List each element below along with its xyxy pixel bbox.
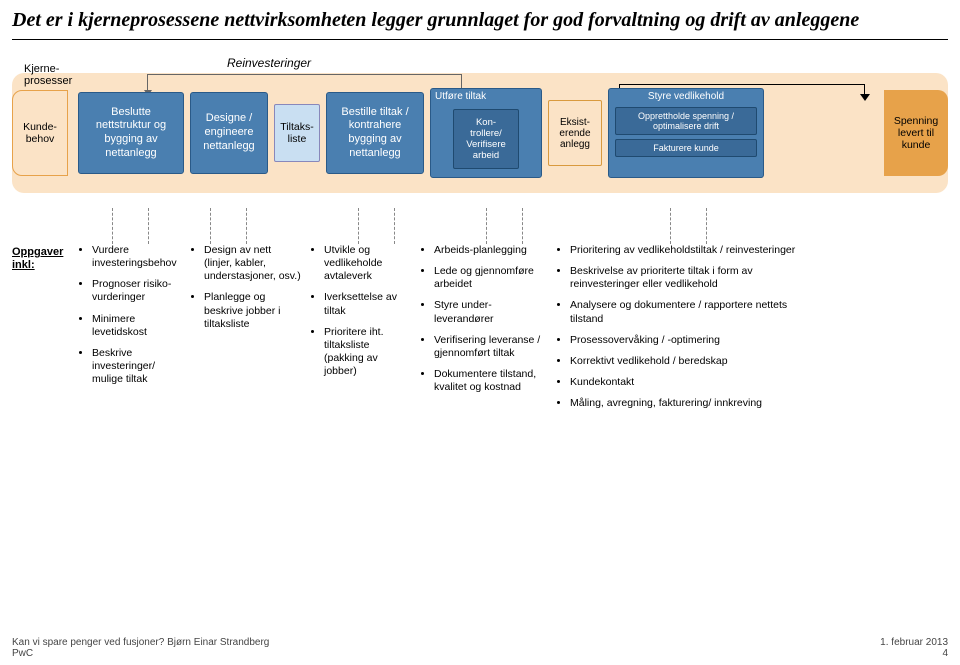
- left-cap-kundebehov: Kunde- behov: [12, 90, 68, 176]
- task-item: Styre under-leverandører: [434, 299, 548, 325]
- task-item: Arbeids-planlegging: [434, 244, 548, 257]
- vedlikehold-title: Styre vedlikehold: [609, 91, 763, 102]
- task-item: Planlegge og beskrive jobber i tiltaksli…: [204, 291, 302, 330]
- task-item: Prioritering av vedlikeholdstiltak / rei…: [570, 244, 796, 257]
- task-item: Minimere levetidskost: [92, 313, 182, 339]
- process-heading: Kjerne- prosesser: [24, 63, 72, 87]
- dash-line: [210, 208, 211, 244]
- dash-line: [394, 208, 395, 244]
- task-column: Vurdere investeringsbehov Prognoser risik…: [78, 244, 190, 418]
- box-beslutte: Beslutte nettstruktur og bygging av nett…: [78, 92, 184, 174]
- box-utfore: Utføre tiltak Kon- trollere/ Verifisere …: [430, 88, 542, 178]
- dash-line: [670, 208, 671, 244]
- process-diagram: Kjerne- prosesser Kunde- behov Spenning …: [12, 58, 948, 208]
- task-item: Design av nett (linjer, kabler, understa…: [204, 244, 302, 283]
- task-column: Arbeids-planlegging Lede og gjennomføre a…: [420, 244, 556, 418]
- bracket-line: [147, 74, 462, 92]
- task-item: Beskrive investeringer/ mulige tiltak: [92, 347, 182, 386]
- footer-date: 1. februar 2013: [880, 637, 948, 648]
- task-column: Utvikle og vedlikeholde avtaleverk Iverks…: [310, 244, 420, 418]
- vedlikehold-item: Fakturere kunde: [615, 139, 757, 157]
- task-item: Beskrivelse av prioriterte tiltak i form…: [570, 265, 796, 291]
- task-item: Kundekontakt: [570, 376, 796, 389]
- title-rule: [12, 39, 948, 40]
- task-item: Analysere og dokumentere / rapportere ne…: [570, 299, 796, 325]
- page-title: Det er i kjerneprosessene nettvirksomhet…: [0, 0, 960, 37]
- footer-left-2: PwC: [12, 648, 269, 659]
- tasks-area: Oppgaver inkl: Vurdere investeringsbehov…: [12, 244, 948, 418]
- footer-left-1: Kan vi spare penger ved fusjoner? Bjørn …: [12, 637, 269, 648]
- utfore-title: Utføre tiltak: [435, 91, 486, 102]
- dash-connectors: [12, 208, 948, 244]
- tasks-label: Oppgaver inkl:: [12, 244, 78, 418]
- dash-line: [522, 208, 523, 244]
- task-item: Prosessovervåking / -optimering: [570, 334, 796, 347]
- box-designe: Designe / engineere nettanlegg: [190, 92, 268, 174]
- task-item: Måling, avregning, fakturering/ innkrevi…: [570, 397, 796, 410]
- box-eksisterende: Eksist- erende anlegg: [548, 100, 602, 166]
- reinvesteringer-bracket: Reinvesteringer: [147, 60, 462, 88]
- task-column: Design av nett (linjer, kabler, understa…: [190, 244, 310, 418]
- task-item: Prioritere iht. tiltaksliste (pakking av…: [324, 326, 412, 379]
- task-item: Dokumentere tilstand, kvalitet og kostna…: [434, 368, 548, 394]
- task-item: Utvikle og vedlikeholde avtaleverk: [324, 244, 412, 283]
- dash-line: [706, 208, 707, 244]
- box-tiltaksliste: Tiltaks- liste: [274, 104, 320, 162]
- dash-line: [486, 208, 487, 244]
- dash-line: [358, 208, 359, 244]
- box-bestille: Bestille tiltak / kontrahere bygging av …: [326, 92, 424, 174]
- task-item: Verifisering leveranse / gjennomført til…: [434, 334, 548, 360]
- arrow-down-icon: [860, 94, 870, 101]
- dash-line: [112, 208, 113, 244]
- vedlikehold-item: Opprettholde spenning / optimalisere dri…: [615, 107, 757, 135]
- reinvesteringer-label: Reinvesteringer: [227, 56, 311, 70]
- task-column: Prioritering av vedlikeholdstiltak / rei…: [556, 244, 804, 418]
- utfore-inner: Kon- trollere/ Verifisere arbeid: [453, 109, 519, 169]
- footer: Kan vi spare penger ved fusjoner? Bjørn …: [12, 637, 948, 659]
- dash-line: [246, 208, 247, 244]
- task-item: Lede og gjennomføre arbeidet: [434, 265, 548, 291]
- box-vedlikehold: Styre vedlikehold Opprettholde spenning …: [608, 88, 764, 178]
- task-item: Korrektivt vedlikehold / beredskap: [570, 355, 796, 368]
- task-item: Vurdere investeringsbehov: [92, 244, 182, 270]
- footer-page: 4: [880, 648, 948, 659]
- task-item: Prognoser risiko-vurderinger: [92, 278, 182, 304]
- dash-line: [148, 208, 149, 244]
- right-cap-spenning: Spenning levert til kunde: [884, 90, 948, 176]
- task-item: Iverksettelse av tiltak: [324, 291, 412, 317]
